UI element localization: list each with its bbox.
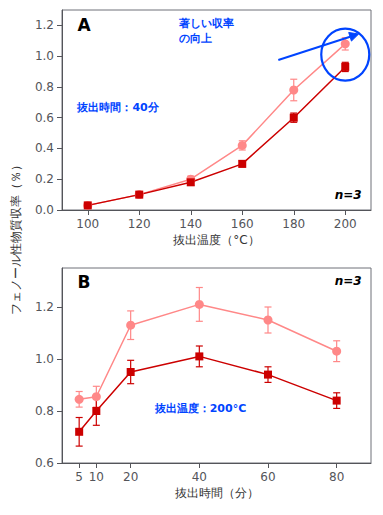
svg-text:抜出時間（分）: 抜出時間（分） xyxy=(175,486,259,500)
svg-text:40: 40 xyxy=(192,470,207,484)
svg-text:140: 140 xyxy=(179,217,202,231)
svg-text:1.0: 1.0 xyxy=(35,352,54,366)
svg-text:n=3: n=3 xyxy=(335,188,362,202)
svg-text:0.6: 0.6 xyxy=(35,111,54,125)
svg-text:0.8: 0.8 xyxy=(35,80,54,94)
svg-text:著しい収率: 著しい収率 xyxy=(178,17,234,30)
svg-text:フェノール性物質収率（％）: フェノール性物質収率（％） xyxy=(9,159,23,315)
svg-text:1.0: 1.0 xyxy=(35,49,54,63)
svg-text:0.8: 0.8 xyxy=(35,404,54,418)
svg-text:B: B xyxy=(77,272,90,292)
svg-text:0.0: 0.0 xyxy=(35,203,54,217)
svg-text:200: 200 xyxy=(334,217,357,231)
svg-text:180: 180 xyxy=(282,217,305,231)
svg-text:160: 160 xyxy=(231,217,254,231)
svg-text:抜出時間：40分: 抜出時間：40分 xyxy=(76,101,159,114)
svg-text:1.2: 1.2 xyxy=(35,300,54,314)
svg-text:0.6: 0.6 xyxy=(35,456,54,470)
svg-text:n=3: n=3 xyxy=(335,274,362,288)
svg-text:0.2: 0.2 xyxy=(35,172,54,186)
svg-text:10: 10 xyxy=(89,470,104,484)
svg-text:A: A xyxy=(77,15,91,35)
svg-text:の向上: の向上 xyxy=(179,32,212,45)
svg-text:20: 20 xyxy=(123,470,138,484)
svg-text:80: 80 xyxy=(329,470,344,484)
svg-text:100: 100 xyxy=(76,217,99,231)
svg-text:抜出温度（°C）: 抜出温度（°C） xyxy=(173,233,259,247)
svg-text:5: 5 xyxy=(75,470,83,484)
svg-text:60: 60 xyxy=(260,470,275,484)
svg-text:抜出温度：200°C: 抜出温度：200°C xyxy=(154,402,247,415)
svg-text:0.4: 0.4 xyxy=(35,141,54,155)
svg-text:120: 120 xyxy=(128,217,151,231)
svg-text:1.2: 1.2 xyxy=(35,18,54,32)
